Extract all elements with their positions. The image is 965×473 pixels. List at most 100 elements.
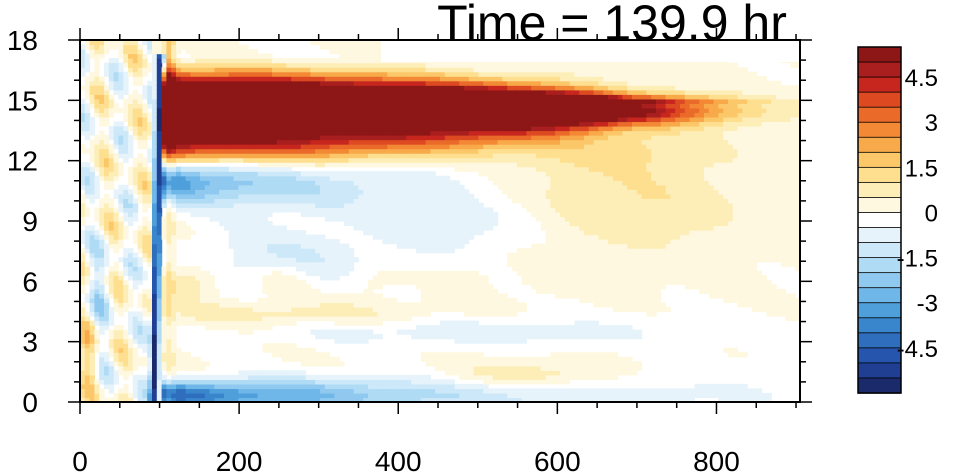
heatmap-cell bbox=[185, 171, 191, 177]
heatmap-cell bbox=[267, 397, 273, 402]
heatmap-cell bbox=[132, 216, 139, 222]
heatmap-cell bbox=[195, 89, 201, 95]
heatmap-cell bbox=[406, 180, 412, 186]
heatmap-cell bbox=[267, 184, 273, 190]
heatmap-cell bbox=[166, 112, 172, 118]
heatmap-cell bbox=[286, 316, 292, 322]
heatmap-cell bbox=[377, 225, 383, 231]
heatmap-cell bbox=[94, 379, 100, 385]
heatmap-cell bbox=[209, 103, 215, 109]
heatmap-cell bbox=[440, 71, 446, 77]
heatmap-cell bbox=[156, 80, 163, 86]
heatmap-cell bbox=[180, 297, 187, 304]
heatmap-cell bbox=[406, 329, 412, 335]
heatmap-cell bbox=[406, 221, 412, 227]
heatmap-cell bbox=[262, 388, 268, 394]
heatmap-cell bbox=[406, 171, 412, 177]
heatmap-cell bbox=[315, 234, 321, 240]
heatmap-cell bbox=[171, 225, 177, 231]
heatmap-cell bbox=[243, 248, 249, 254]
heatmap-cell bbox=[440, 157, 446, 163]
heatmap-cell bbox=[435, 112, 441, 118]
heatmap-cell bbox=[142, 189, 148, 195]
heatmap-cell bbox=[320, 297, 326, 304]
heatmap-cell bbox=[152, 130, 158, 136]
heatmap-cell bbox=[358, 397, 364, 402]
heatmap-cell bbox=[257, 370, 263, 376]
heatmap-cell bbox=[329, 383, 335, 390]
heatmap-cell bbox=[406, 103, 412, 109]
heatmap-cell bbox=[224, 94, 230, 100]
heatmap-cell bbox=[233, 175, 239, 181]
heatmap-cell bbox=[195, 67, 201, 73]
heatmap-cell bbox=[464, 361, 470, 367]
heatmap-cell bbox=[99, 144, 105, 150]
heatmap-cell bbox=[180, 130, 187, 136]
heatmap-cell bbox=[118, 356, 124, 362]
heatmap-cell bbox=[152, 288, 158, 295]
heatmap-cell bbox=[118, 216, 124, 222]
heatmap-cell bbox=[334, 397, 340, 402]
heatmap-cell bbox=[363, 230, 369, 236]
heatmap-cell bbox=[128, 352, 134, 358]
heatmap-cell bbox=[444, 89, 451, 95]
heatmap-cell bbox=[132, 198, 139, 204]
heatmap-cell bbox=[411, 334, 417, 340]
heatmap-cell bbox=[281, 397, 287, 402]
heatmap-cell bbox=[156, 211, 163, 218]
heatmap-cell bbox=[300, 252, 307, 258]
heatmap-cell bbox=[137, 107, 143, 114]
heatmap-cell bbox=[286, 306, 292, 313]
heatmap-cell bbox=[176, 392, 182, 399]
heatmap-cell bbox=[128, 261, 134, 267]
heatmap-cell bbox=[368, 135, 374, 141]
heatmap-cell bbox=[238, 329, 244, 335]
heatmap-cell bbox=[425, 76, 431, 82]
heatmap-cell bbox=[281, 320, 287, 326]
heatmap-cell bbox=[142, 198, 148, 204]
heatmap-cell bbox=[195, 130, 201, 136]
heatmap-cell bbox=[363, 76, 369, 82]
heatmap-cell bbox=[84, 347, 91, 353]
heatmap-cell bbox=[353, 320, 359, 326]
heatmap-cell bbox=[425, 116, 431, 123]
heatmap-cell bbox=[132, 329, 139, 335]
heatmap-cell bbox=[363, 44, 369, 50]
heatmap-cell bbox=[118, 107, 124, 114]
heatmap-cell bbox=[377, 49, 383, 55]
heatmap-cell bbox=[200, 49, 206, 55]
heatmap-cell bbox=[123, 397, 129, 402]
heatmap-cell bbox=[190, 193, 196, 199]
heatmap-cell bbox=[377, 44, 383, 50]
heatmap-cell bbox=[94, 85, 100, 91]
heatmap-cell bbox=[300, 112, 307, 118]
heatmap-cell bbox=[228, 374, 235, 380]
heatmap-cell bbox=[171, 153, 177, 159]
heatmap-cell bbox=[363, 98, 369, 104]
heatmap-cell bbox=[185, 80, 191, 86]
heatmap-cell bbox=[204, 153, 211, 159]
heatmap-cell bbox=[84, 361, 91, 367]
heatmap-cell bbox=[430, 221, 436, 227]
heatmap-cell bbox=[435, 306, 441, 313]
heatmap-cell bbox=[137, 49, 143, 55]
heatmap-cell bbox=[459, 320, 465, 326]
heatmap-cell bbox=[344, 306, 350, 313]
heatmap-cell bbox=[358, 40, 364, 46]
heatmap-cell bbox=[214, 171, 220, 177]
heatmap-cell bbox=[161, 153, 167, 159]
heatmap-cell bbox=[99, 266, 105, 272]
heatmap-cell bbox=[243, 302, 249, 308]
heatmap-cell bbox=[392, 225, 398, 231]
heatmap-cell bbox=[320, 89, 326, 95]
heatmap-cell bbox=[387, 374, 393, 380]
heatmap-cell bbox=[358, 211, 364, 218]
heatmap-cell bbox=[286, 397, 292, 402]
heatmap-cell bbox=[137, 94, 143, 100]
heatmap-cell bbox=[444, 379, 451, 385]
heatmap-cell bbox=[80, 248, 86, 254]
heatmap-cell bbox=[281, 370, 287, 376]
heatmap-cell bbox=[392, 388, 398, 394]
heatmap-cell bbox=[84, 193, 91, 199]
heatmap-cell bbox=[147, 67, 153, 73]
